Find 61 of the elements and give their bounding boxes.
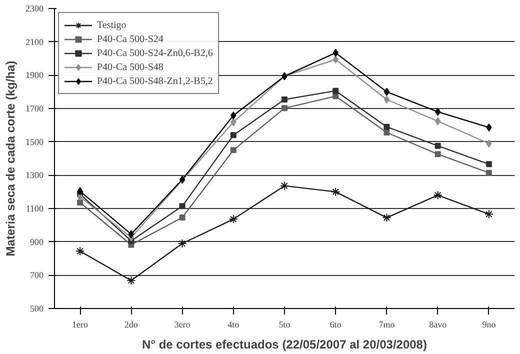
point xyxy=(228,214,238,224)
point xyxy=(435,108,441,116)
point xyxy=(384,96,390,104)
point xyxy=(435,117,441,126)
x-tick-label: 8avo xyxy=(429,320,448,330)
x-axis-title: N° de cortes efectuados (22/05/2007 al 20/03/2008) xyxy=(142,338,427,352)
point xyxy=(76,246,85,256)
y-tick-label: 500 xyxy=(30,304,44,314)
point xyxy=(433,190,442,200)
point xyxy=(230,132,236,138)
point xyxy=(179,203,186,210)
point xyxy=(382,213,392,222)
x-tick-label: 1ero xyxy=(72,320,89,330)
point xyxy=(126,276,136,285)
x-tick-label: 6to xyxy=(330,320,342,330)
point xyxy=(486,161,492,168)
point xyxy=(434,151,441,158)
point xyxy=(179,214,186,220)
point xyxy=(332,88,339,94)
point xyxy=(230,118,236,126)
point xyxy=(332,56,338,64)
point xyxy=(384,88,390,96)
point xyxy=(384,124,390,130)
point xyxy=(486,170,492,176)
point xyxy=(178,239,187,248)
x-tick-label: 3ero xyxy=(174,320,191,330)
point xyxy=(331,187,340,196)
y-tick-label: 2100 xyxy=(26,36,44,47)
x-tick-label: 7mo xyxy=(378,320,396,330)
point xyxy=(486,140,492,148)
point xyxy=(230,112,236,120)
x-tick-label: 9no xyxy=(482,320,496,330)
point xyxy=(434,142,441,149)
y-tick-label: 1700 xyxy=(26,104,44,114)
y-tick-label: 1100 xyxy=(26,204,44,214)
y-tick-label: 1300 xyxy=(26,170,44,180)
legend-label: Testigo xyxy=(97,18,126,32)
x-tick-label: 5to xyxy=(278,320,291,330)
y-axis-title: Materia seca de cada corte (kg/ha) xyxy=(4,60,18,256)
legend-label: P40-Ca 500-S24 xyxy=(97,32,164,46)
point xyxy=(484,210,494,219)
legend-label: P40-Ca 500-S48 xyxy=(97,60,164,74)
y-tick-label: 2300 xyxy=(26,4,44,14)
point xyxy=(77,200,84,206)
y-tick-label: 1500 xyxy=(26,136,44,147)
x-tick-label: 4to xyxy=(228,320,240,330)
legend-label: P40-Ca 500-S48-Zn1,2-B5,2 xyxy=(97,74,213,88)
point xyxy=(486,124,492,132)
point xyxy=(384,130,390,136)
y-tick-label: 900 xyxy=(30,236,44,247)
point xyxy=(230,147,236,154)
y-tick-label: 1900 xyxy=(26,70,44,80)
y-tick-label: 700 xyxy=(30,270,44,280)
point xyxy=(77,187,83,196)
point xyxy=(282,96,288,102)
legend-label: P40-Ca 500-S24-Zn0,6-B2,6 xyxy=(97,46,213,60)
point xyxy=(332,48,338,57)
x-tick-label: 2do xyxy=(124,320,138,330)
point xyxy=(280,181,289,190)
point xyxy=(282,105,288,112)
point xyxy=(128,230,134,238)
